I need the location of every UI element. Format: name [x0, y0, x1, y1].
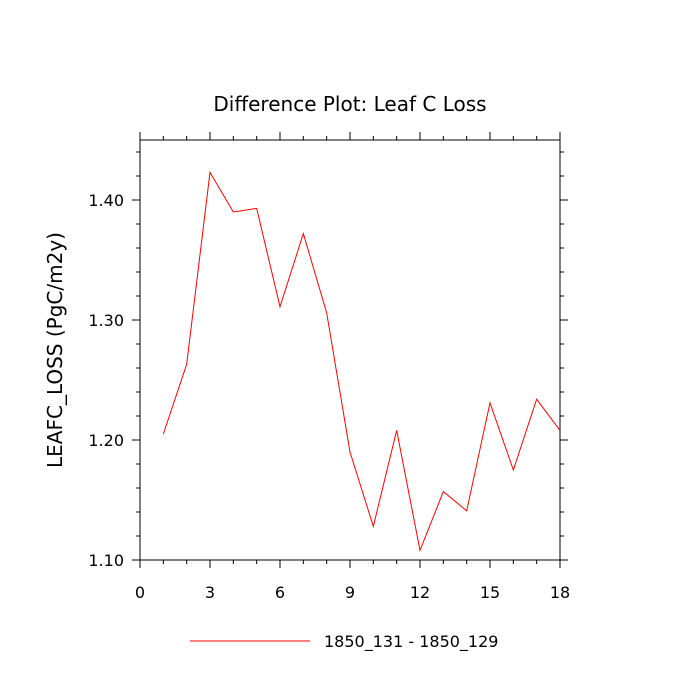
series-layer	[162, 170, 561, 553]
x-tick-label: 15	[480, 583, 500, 602]
x-tick-label: 12	[410, 583, 430, 602]
x-tick-label: 18	[550, 583, 570, 602]
y-axis-label: LEAFC_LOSS (PgC/m2y)	[43, 232, 67, 468]
legend-label: 1850_131 - 1850_129	[324, 632, 498, 652]
y-tick-label: 1.40	[88, 191, 124, 210]
x-tick-label: 0	[135, 583, 145, 602]
chart-title: Difference Plot: Leaf C Loss	[213, 92, 486, 116]
series-line	[162, 170, 561, 553]
y-tick-label: 1.10	[88, 551, 124, 570]
y-tick-label: 1.30	[88, 311, 124, 330]
plot-frame	[139, 139, 561, 561]
x-tick-label: 3	[205, 583, 215, 602]
x-tick-label: 6	[275, 583, 285, 602]
axis-ticks	[132, 132, 568, 568]
y-tick-label: 1.20	[88, 431, 124, 450]
x-tick-label: 9	[345, 583, 355, 602]
legend: 1850_131 - 1850_129	[190, 632, 498, 652]
axis-tick-labels: 0 3 6 9 12 15 18 1.10 1.20 1.30 1.40	[88, 191, 570, 602]
